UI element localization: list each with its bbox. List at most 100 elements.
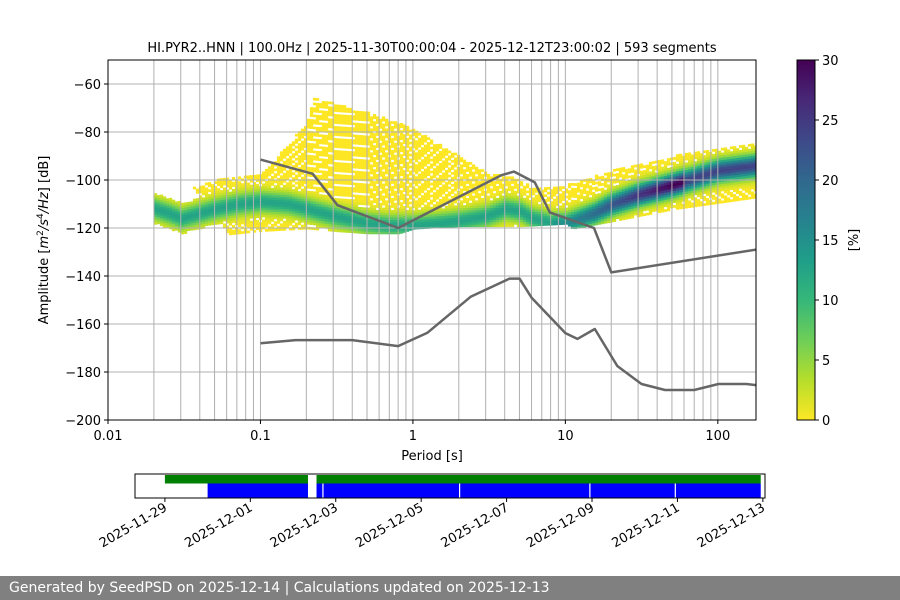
pdf-cell	[744, 168, 749, 172]
colorbar-tick-label: 20	[822, 174, 839, 189]
pdf-cell	[372, 128, 377, 132]
pdf-cell	[564, 188, 569, 192]
pdf-cell	[282, 184, 287, 188]
pdf-cell	[378, 157, 383, 160]
pdf-cell	[291, 148, 296, 152]
pdf-cell	[318, 225, 323, 229]
pdf-cell	[465, 162, 470, 165]
pdf-cell	[753, 169, 756, 173]
pdf-cell	[450, 205, 455, 209]
pdf-cell	[471, 183, 476, 187]
pdf-cell	[414, 166, 419, 170]
pdf-cell	[231, 217, 236, 221]
pdf-cell	[438, 218, 443, 221]
pdf-cell	[390, 210, 395, 213]
pdf-cell	[537, 187, 542, 191]
pdf-cell	[618, 218, 623, 221]
pdf-cell	[729, 194, 734, 198]
pdf-cell	[372, 210, 377, 213]
pdf-cell	[594, 213, 599, 216]
pdf-cell	[591, 220, 596, 224]
pdf-cell	[597, 200, 602, 204]
pdf-cell	[441, 177, 446, 180]
pdf-cell	[354, 165, 359, 169]
pdf-cell	[186, 221, 191, 224]
pdf-cell	[315, 194, 320, 197]
pdf-cell	[249, 215, 254, 219]
pdf-cell	[369, 190, 374, 194]
pdf-cell	[357, 127, 362, 131]
pdf-cell	[324, 223, 329, 227]
pdf-cell	[318, 129, 323, 133]
pdf-cell	[528, 209, 533, 213]
pdf-cell	[474, 224, 479, 228]
pdf-cell	[507, 176, 512, 180]
pdf-cell	[156, 219, 161, 222]
colorbar-tick-label: 10	[822, 294, 839, 309]
pdf-cell	[279, 151, 284, 155]
pdf-cell	[651, 206, 656, 210]
pdf-cell	[381, 171, 386, 175]
pdf-cell	[462, 181, 467, 184]
pdf-cell	[309, 138, 314, 141]
pdf-cell	[618, 170, 623, 173]
pdf-cell	[348, 187, 353, 190]
y-tick-label: −200	[65, 414, 101, 429]
pdf-cell	[315, 126, 320, 130]
pdf-cell	[339, 193, 344, 197]
pdf-cell	[684, 186, 689, 190]
pdf-cell	[288, 179, 293, 183]
pdf-cell	[438, 189, 443, 193]
pdf-cell	[375, 121, 380, 124]
pdf-cell	[225, 206, 230, 210]
pdf-cell	[189, 206, 194, 209]
pdf-cell	[471, 214, 476, 218]
pdf-cell	[366, 111, 371, 115]
pdf-cell	[666, 194, 671, 197]
pdf-cell	[444, 174, 449, 178]
pdf-cell	[720, 186, 725, 189]
pdf-cell	[336, 176, 341, 180]
pdf-cell	[639, 211, 644, 215]
pdf-cell	[507, 186, 512, 189]
pdf-cell	[525, 219, 530, 222]
pdf-cell	[363, 221, 368, 225]
pdf-cell	[750, 148, 755, 151]
pdf-cell	[333, 166, 338, 170]
pdf-cell	[504, 183, 509, 187]
pdf-cell	[450, 184, 455, 187]
pdf-cell	[264, 188, 269, 191]
pdf-cell	[216, 217, 221, 220]
pdf-cell	[324, 101, 329, 104]
pdf-cell	[657, 186, 662, 190]
pdf-cell	[264, 169, 269, 172]
pdf-cell	[723, 176, 728, 179]
pdf-cell	[321, 146, 326, 150]
pdf-cell	[309, 123, 314, 127]
pdf-cell	[672, 205, 677, 208]
pdf-cell	[360, 147, 365, 150]
pdf-cell	[204, 194, 209, 198]
pdf-cell	[741, 161, 746, 165]
pdf-cell	[327, 137, 332, 141]
pdf-cell	[363, 135, 368, 139]
pdf-cell	[378, 123, 383, 127]
pdf-cell	[504, 176, 509, 180]
pdf-cell	[324, 209, 329, 212]
pdf-cell	[510, 210, 515, 213]
pdf-cell	[498, 186, 503, 189]
pdf-cell	[288, 158, 293, 161]
pdf-cell	[480, 224, 485, 228]
pdf-cell	[477, 202, 482, 206]
pdf-cell	[309, 183, 314, 187]
pdf-cell	[591, 208, 596, 212]
pdf-cell	[426, 166, 431, 169]
pdf-cell	[339, 126, 344, 130]
pdf-cell	[702, 155, 707, 158]
pdf-cell	[333, 210, 338, 213]
pdf-cell	[399, 209, 404, 213]
pdf-cell	[153, 217, 158, 220]
pdf-cell	[579, 196, 584, 200]
pdf-cell	[384, 224, 389, 228]
pdf-cell	[477, 195, 482, 199]
